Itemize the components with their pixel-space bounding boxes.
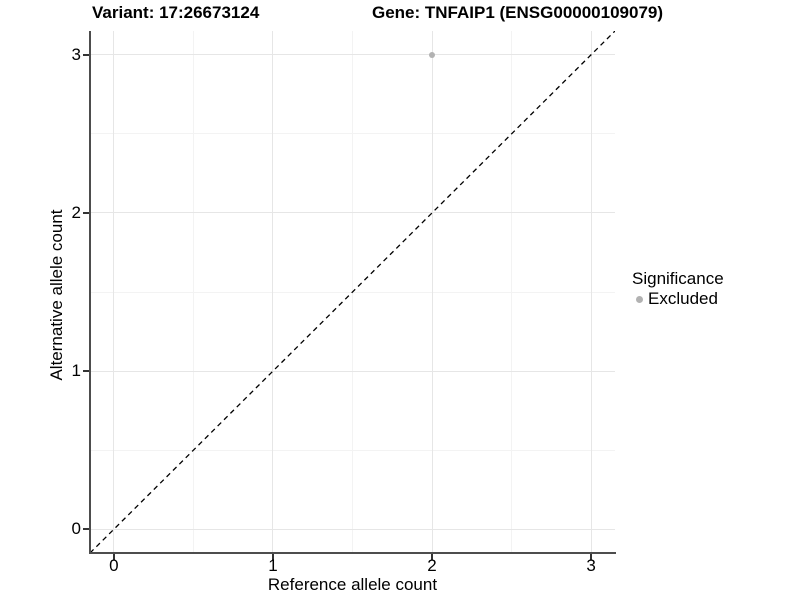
x-tick-label: 0 [109,556,119,575]
y-axis-line [89,31,91,554]
legend-title: Significance [632,269,724,288]
y-tick-mark [83,528,89,531]
y-tick-mark [83,211,89,214]
gridline-major-h [90,370,615,372]
x-axis-title: Reference allele count [267,575,438,594]
x-tick-mark [431,554,434,560]
gridline-minor-h [90,133,615,135]
y-axis-title: Alternative allele count [47,209,66,381]
x-tick-label: 2 [427,556,437,575]
legend-item-label: Excluded [648,289,718,308]
x-axis-line [89,552,616,554]
gridline-major-v [431,31,433,553]
plot-title-variant: Variant: 17:26673124 [92,3,260,22]
gridline-major-v [272,31,274,553]
gridline-major-h [90,528,615,530]
x-tick-mark [112,554,115,560]
y-tick-label: 1 [71,361,81,381]
gridline-major-v [590,31,592,553]
gridline-major-v [113,31,115,553]
legend: Significance Excluded [632,269,724,309]
legend-item-excluded: Excluded [632,289,724,309]
identity-line-path [90,31,615,553]
x-tick-mark [271,554,274,560]
x-tick-label: 3 [586,556,596,575]
x-tick-label: 1 [268,556,278,575]
plot-panel [90,31,615,553]
plot-title-gene: Gene: TNFAIP1 (ENSG00000109079) [372,3,664,22]
data-point [429,51,436,58]
y-tick-mark [83,53,89,56]
y-tick-label: 0 [71,519,81,539]
gridline-major-h [90,54,615,56]
identity-line [90,31,615,553]
gridline-minor-h [90,449,615,451]
legend-key-dot [636,295,643,303]
y-tick-mark [83,370,89,373]
y-tick-label: 3 [71,44,81,64]
y-tick-label: 2 [71,202,81,222]
gridline-major-h [90,212,615,214]
x-tick-mark [590,554,593,560]
